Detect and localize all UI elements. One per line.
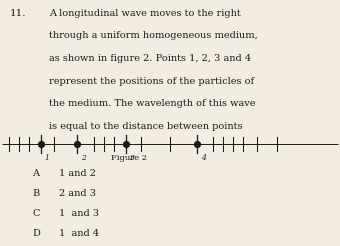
Text: A: A <box>32 169 39 178</box>
Text: 1  and 4: 1 and 4 <box>59 229 100 238</box>
Text: 2: 2 <box>81 154 85 162</box>
Text: the medium. The wavelength of this wave: the medium. The wavelength of this wave <box>49 99 256 108</box>
Text: Figure 2: Figure 2 <box>111 154 147 162</box>
Text: D: D <box>32 229 40 238</box>
Text: 1: 1 <box>45 154 50 162</box>
Text: is equal to the distance between points: is equal to the distance between points <box>49 122 243 131</box>
Text: through a uniform homogeneous medium,: through a uniform homogeneous medium, <box>49 31 258 40</box>
Text: C: C <box>32 209 40 218</box>
Text: 2 and 3: 2 and 3 <box>59 189 97 198</box>
Text: A longitudinal wave moves to the right: A longitudinal wave moves to the right <box>49 9 241 18</box>
Text: 1 and 2: 1 and 2 <box>59 169 97 178</box>
Text: as shown in figure 2. Points 1, 2, 3 and 4: as shown in figure 2. Points 1, 2, 3 and… <box>49 54 251 63</box>
Text: 4: 4 <box>201 154 206 162</box>
Text: 1  and 3: 1 and 3 <box>59 209 100 218</box>
Text: represent the positions of the particles of: represent the positions of the particles… <box>49 77 254 86</box>
Text: 11.: 11. <box>10 9 27 18</box>
Text: B: B <box>32 189 39 198</box>
Text: 3: 3 <box>130 154 135 162</box>
